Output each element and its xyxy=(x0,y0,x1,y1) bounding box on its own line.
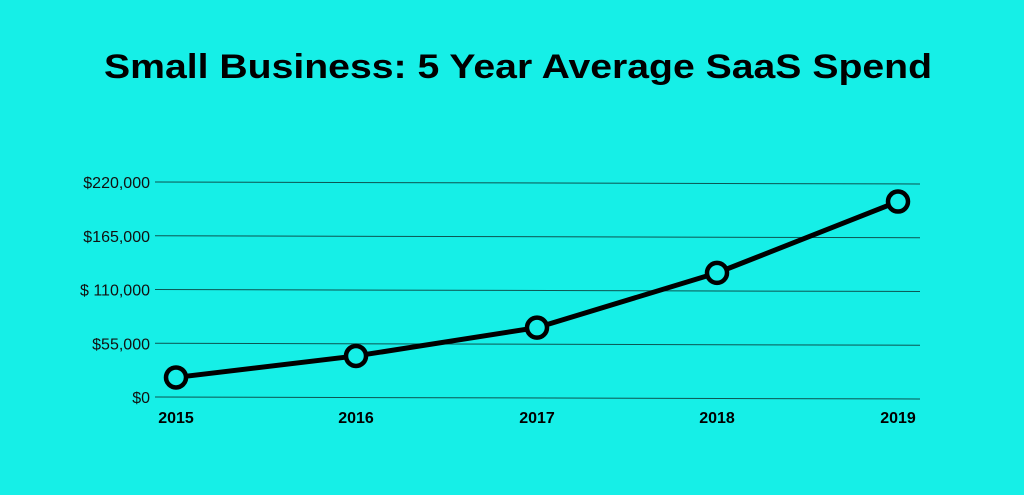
data-point-2017 xyxy=(524,315,550,340)
y-tick-label: $55,000 xyxy=(92,336,150,353)
x-tick-label: 2017 xyxy=(519,410,555,427)
y-tick-label: $165,000 xyxy=(83,229,150,246)
x-tick-label: 2018 xyxy=(699,410,735,427)
gridline xyxy=(154,289,921,292)
x-tick-label: 2016 xyxy=(338,410,374,427)
data-point-2015 xyxy=(163,365,189,390)
data-point-2019 xyxy=(885,189,911,214)
gridline xyxy=(154,235,921,239)
x-axis-ticks: 2015 2016 2017 2018 2019 xyxy=(158,410,916,427)
x-tick-label: 2019 xyxy=(880,410,916,427)
chart-title: Small Business: 5 Year Average SaaS Spen… xyxy=(104,48,932,86)
series xyxy=(163,189,911,390)
data-point-2018 xyxy=(704,260,730,286)
gridline xyxy=(154,396,921,400)
y-tick-label: $ 110,000 xyxy=(80,283,150,300)
gridline xyxy=(154,181,921,185)
gridlines xyxy=(154,181,921,400)
y-tick-label: $0 xyxy=(132,390,150,407)
y-axis-ticks: $0 $55,000 $ 110,000 $165,000 $220,000 xyxy=(80,175,150,407)
x-tick-label: 2015 xyxy=(158,410,194,427)
y-tick-label: $220,000 xyxy=(83,175,150,192)
data-point-2016 xyxy=(343,343,369,369)
gridline xyxy=(154,342,921,346)
